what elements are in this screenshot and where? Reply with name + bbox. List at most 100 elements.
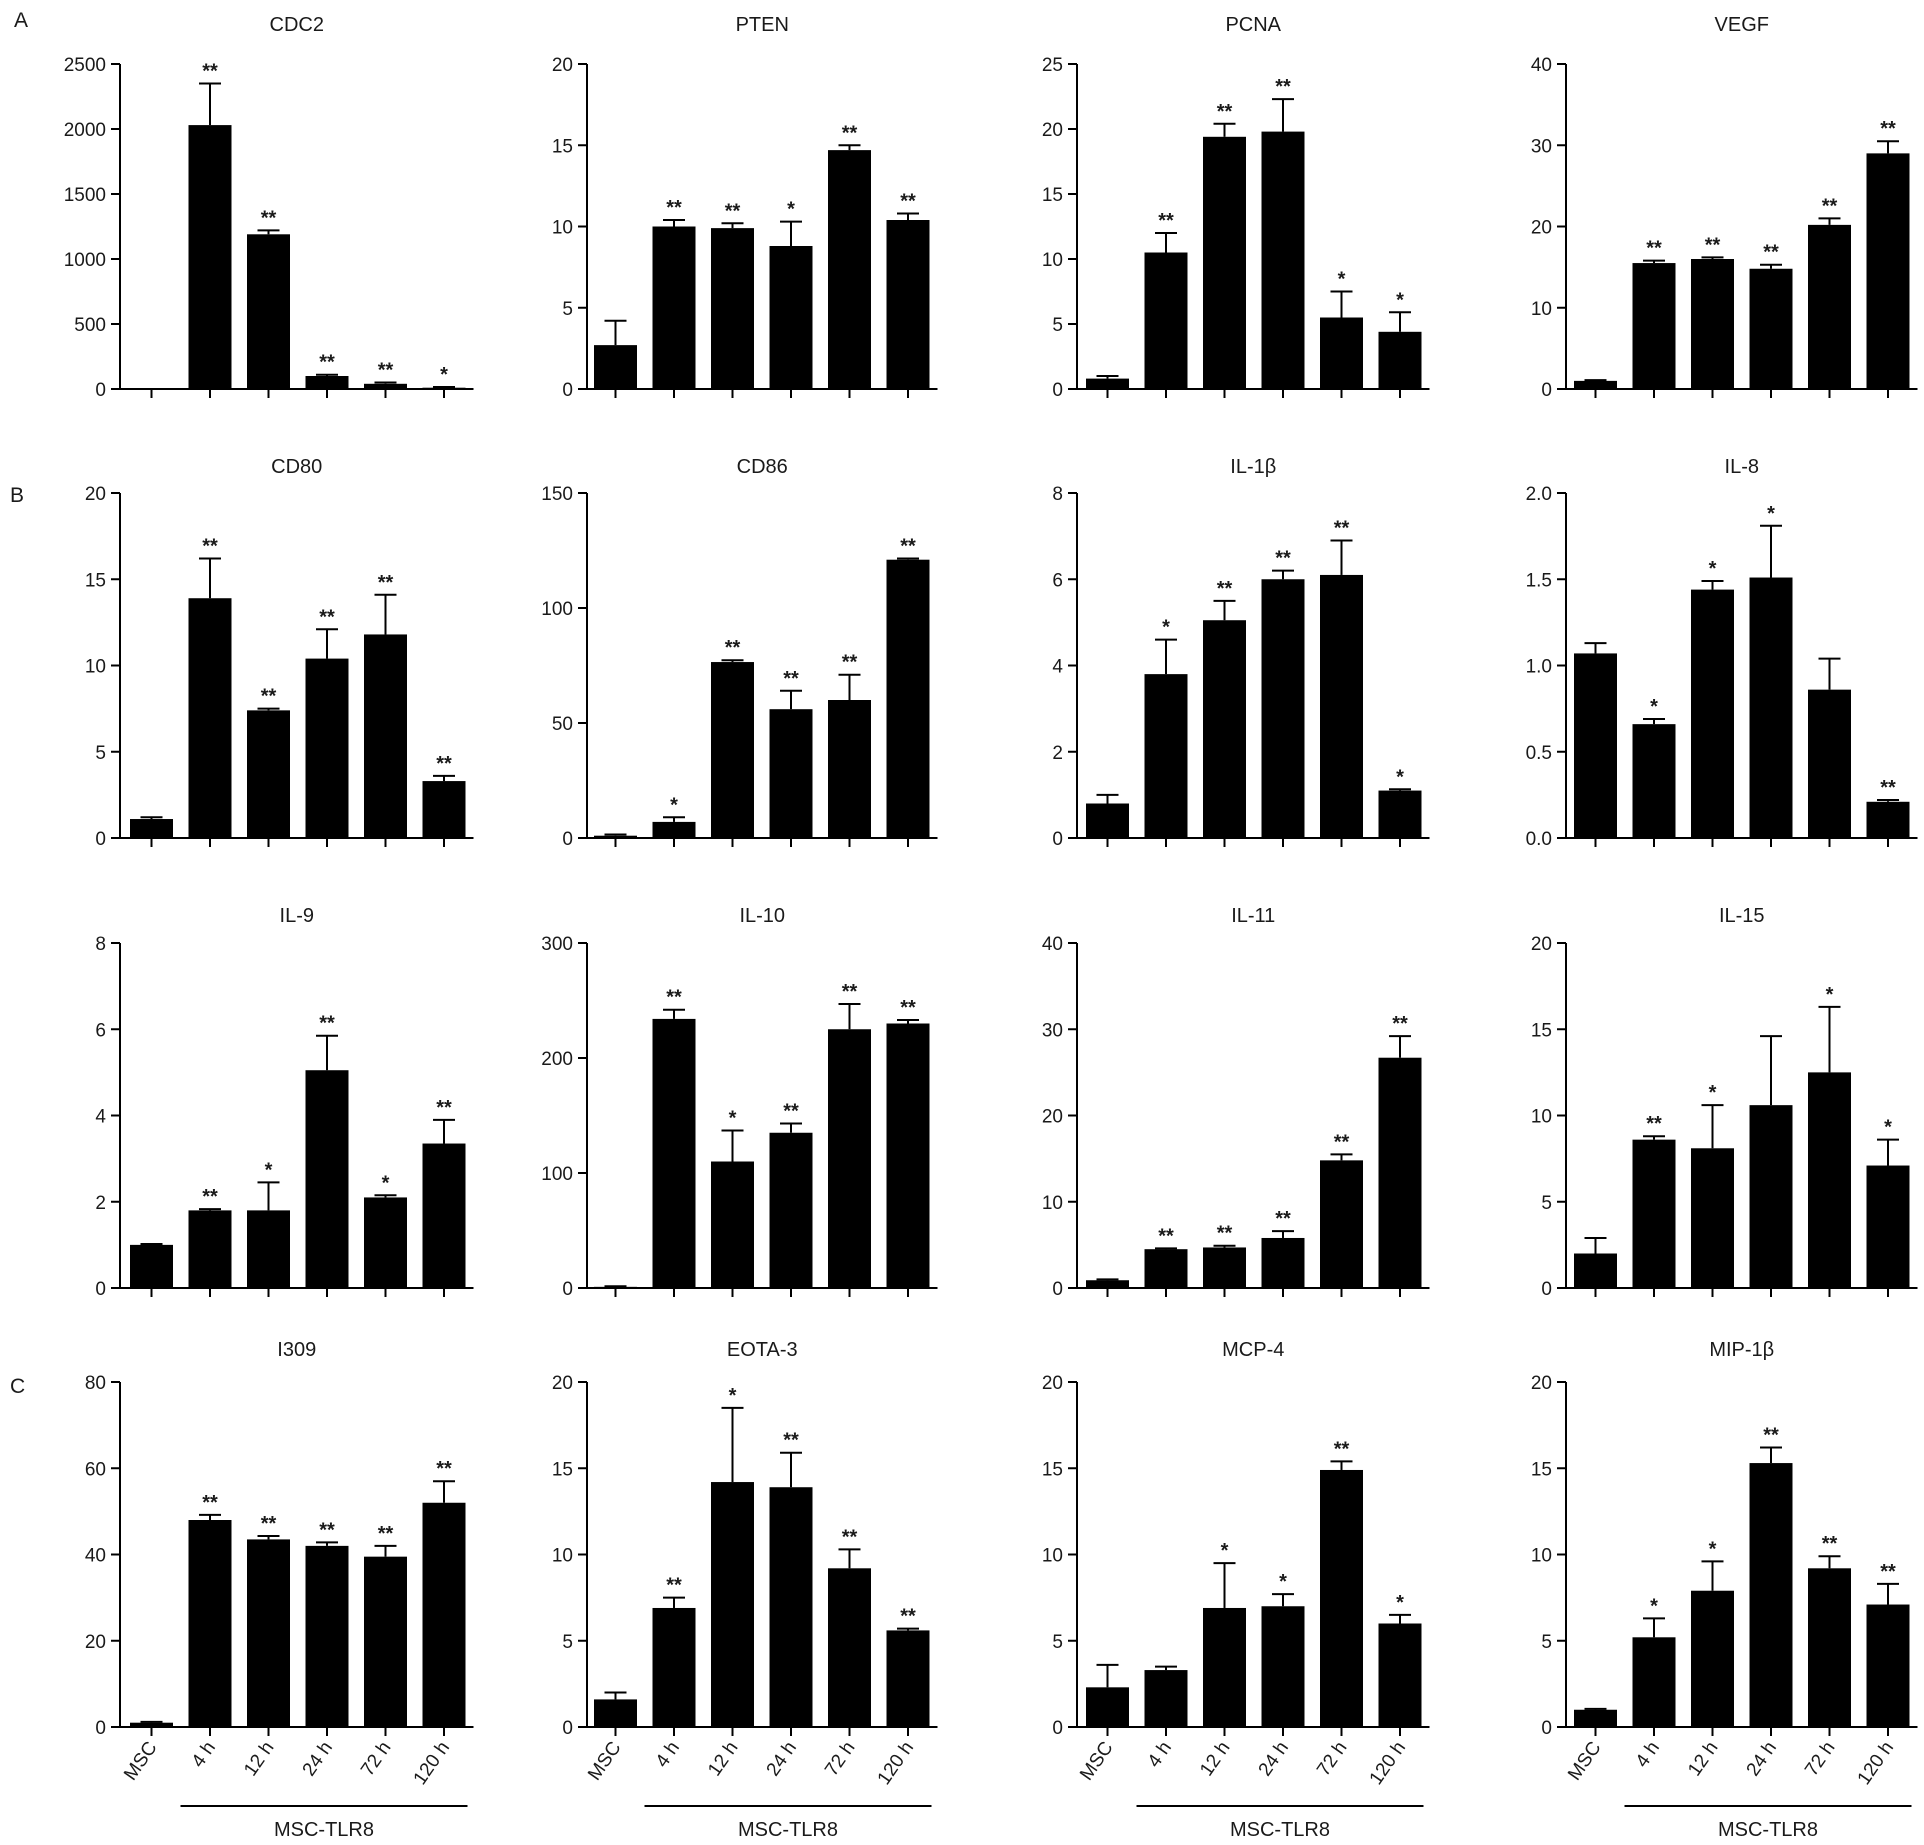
significance-marker: * bbox=[1884, 1117, 1892, 1139]
bar-12-h bbox=[1691, 259, 1734, 389]
bar-72-h bbox=[828, 150, 871, 389]
chart-vegf: VEGF 0 10 20 30 40 ** ** ** ** ** bbox=[1531, 14, 1918, 401]
y-tick-label: 15 bbox=[85, 570, 106, 591]
bar-msc bbox=[1574, 653, 1617, 838]
bar-72-h bbox=[828, 1029, 871, 1288]
y-tick-label: 5 bbox=[562, 1632, 573, 1653]
bar-72-h bbox=[364, 1556, 407, 1727]
significance-marker: ** bbox=[261, 1513, 277, 1535]
chart-title: PCNA bbox=[1225, 14, 1281, 36]
significance-marker: ** bbox=[319, 1013, 335, 1035]
bar-72-h bbox=[1808, 1072, 1851, 1288]
bar-4-h bbox=[652, 821, 696, 838]
significance-marker: ** bbox=[202, 61, 218, 83]
bar-72-h bbox=[1320, 574, 1363, 838]
group-label: MSC-TLR8 bbox=[274, 1819, 374, 1841]
significance-marker: ** bbox=[1217, 101, 1233, 123]
bar-4-h bbox=[188, 598, 232, 838]
bar-72-h bbox=[1808, 224, 1851, 389]
significance-marker: ** bbox=[319, 352, 335, 374]
bar-120-h bbox=[422, 1502, 466, 1727]
y-tick-label: 0 bbox=[562, 829, 573, 850]
y-tick-label: 20 bbox=[85, 484, 106, 505]
significance-marker: ** bbox=[1217, 578, 1233, 600]
significance-marker: ** bbox=[1763, 242, 1779, 264]
significance-marker: ** bbox=[378, 1523, 394, 1545]
y-tick-label: 4 bbox=[95, 1107, 106, 1128]
y-tick-label: 20 bbox=[1531, 218, 1552, 239]
y-tick-label: 10 bbox=[1042, 250, 1063, 271]
bar-12-h bbox=[1203, 136, 1246, 389]
significance-marker: * bbox=[1279, 1571, 1287, 1593]
chart-il-8: IL-80.00.51.01.52.0***** bbox=[1526, 456, 1918, 850]
y-tick-label: 20 bbox=[1531, 1373, 1552, 1394]
significance-marker: ** bbox=[261, 207, 277, 229]
significance-marker: ** bbox=[1880, 1561, 1896, 1583]
significance-marker: ** bbox=[1158, 1225, 1174, 1247]
chart-title: IL-10 bbox=[739, 905, 785, 927]
bar-4-h bbox=[188, 1520, 232, 1727]
bar-msc bbox=[1086, 378, 1129, 389]
significance-marker: ** bbox=[725, 200, 741, 222]
bar-120-h bbox=[1378, 1057, 1422, 1288]
y-tick-label: 0 bbox=[1052, 829, 1063, 850]
chart-title: MIP-1β bbox=[1709, 1339, 1774, 1361]
y-tick-label: 30 bbox=[1042, 1020, 1063, 1041]
bar-120-h bbox=[886, 1630, 930, 1727]
x-category-label: 12 h bbox=[704, 1738, 742, 1780]
group-label: MSC-TLR8 bbox=[1718, 1819, 1818, 1841]
significance-marker: ** bbox=[900, 1606, 916, 1628]
bar-120-h bbox=[886, 559, 930, 838]
chart-eota-3: EOTA-3 0 5 10 15 20 MSC ** 4 h * 12 h ** 24 h ** 72 h *… bbox=[552, 1339, 938, 1841]
y-tick-label: 0 bbox=[1052, 380, 1063, 401]
x-category-label: 72 h bbox=[821, 1738, 859, 1780]
bar-72-h bbox=[1808, 689, 1851, 838]
bar-72-h bbox=[364, 1197, 407, 1288]
significance-marker: ** bbox=[202, 536, 218, 558]
bar-72-h bbox=[1320, 1469, 1363, 1727]
significance-marker: ** bbox=[1334, 1438, 1350, 1460]
bar-12-h bbox=[1691, 1148, 1734, 1288]
bar-120-h bbox=[1866, 1604, 1910, 1727]
bar-24-h bbox=[305, 658, 349, 838]
significance-marker: ** bbox=[436, 753, 452, 775]
x-category-label: 120 h bbox=[1854, 1738, 1898, 1789]
chart-title: CD86 bbox=[737, 456, 788, 478]
chart-il-11: IL-11 0 10 20 30 40 ** ** ** ** ** bbox=[1042, 905, 1430, 1300]
y-tick-label: 20 bbox=[85, 1632, 106, 1653]
chart-title: EOTA-3 bbox=[727, 1339, 798, 1361]
y-tick-label: 0 bbox=[95, 829, 106, 850]
significance-marker: ** bbox=[900, 191, 916, 213]
significance-marker: ** bbox=[202, 1186, 218, 1208]
bar-12-h bbox=[247, 710, 290, 838]
bar-msc bbox=[1086, 1687, 1129, 1727]
y-tick-label: 0.0 bbox=[1526, 829, 1552, 850]
significance-marker: ** bbox=[1822, 195, 1838, 217]
bar-24-h bbox=[305, 1545, 349, 1727]
significance-marker: ** bbox=[842, 981, 858, 1003]
chart-mcp-4: MCP-4 0 5 10 15 20 MSC 4 h * 12 h * 24 h ** 72 h * 120 … bbox=[1042, 1339, 1430, 1841]
bar-msc bbox=[1086, 1280, 1129, 1288]
group-label: MSC-TLR8 bbox=[738, 1819, 838, 1841]
chart-title: PTEN bbox=[736, 14, 789, 36]
significance-marker: ** bbox=[1158, 210, 1174, 232]
x-category-label: 12 h bbox=[1196, 1738, 1234, 1780]
significance-marker: ** bbox=[783, 1101, 799, 1123]
bar-24-h bbox=[1749, 1105, 1793, 1288]
y-tick-label: 0 bbox=[1052, 1279, 1063, 1300]
y-tick-label: 150 bbox=[541, 484, 573, 505]
bar-120-h bbox=[886, 220, 930, 389]
bar-4-h bbox=[652, 1018, 696, 1288]
y-tick-label: 25 bbox=[1042, 55, 1063, 76]
significance-marker: ** bbox=[1217, 1223, 1233, 1245]
bar-24-h bbox=[1749, 268, 1793, 389]
bar-4-h bbox=[1144, 1670, 1188, 1727]
panel-label-b: B bbox=[10, 484, 24, 507]
bar-12-h bbox=[1203, 620, 1246, 838]
bar-120-h bbox=[1866, 801, 1910, 838]
bar-24-h bbox=[1261, 1606, 1305, 1727]
y-tick-label: 0 bbox=[1541, 380, 1552, 401]
